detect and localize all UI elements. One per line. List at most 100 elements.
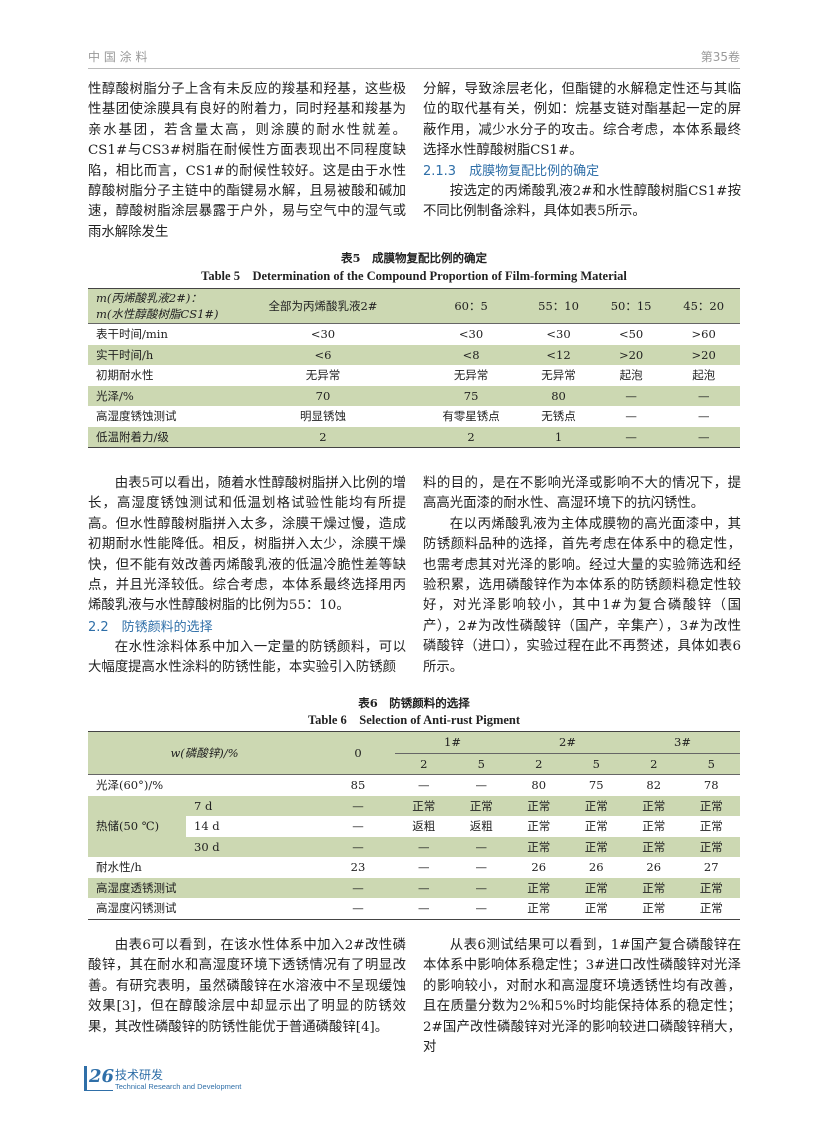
table-cell: 80 — [531, 778, 547, 793]
table-cell: 表干时间/min — [96, 327, 168, 342]
paragraph: 由表6可以看到，在该水性体系中加入2#改性磷酸锌，其在耐水和高湿度环境下透锈情况… — [88, 938, 406, 1035]
table-cell: 正常 — [682, 836, 740, 857]
table-cell: — — [395, 877, 453, 898]
table-cell: 正常 — [699, 819, 723, 834]
page-box — [84, 1066, 113, 1091]
table-cell: 5 — [682, 753, 740, 775]
table-cell: 2 — [395, 753, 453, 775]
table-cell: 2 — [419, 426, 523, 448]
table-cell: 正常 — [510, 795, 568, 816]
table-row: 高湿度透锈测试 — — — 正常 正常 正常 正常 — [88, 877, 740, 898]
table-cell: 正常 — [510, 836, 568, 857]
table-cell: — — [452, 836, 510, 857]
table-cell: 75 — [419, 385, 523, 406]
table-cell: 高湿度闪锈测试 — [96, 901, 177, 916]
table-cell: — — [625, 409, 637, 424]
paragraph: 按选定的丙烯酸乳液2#和水性醇酸树脂CS1#按不同比例制备涂料，具体如表5所示。 — [423, 184, 741, 220]
heading: 2.1.3 成膜物复配比例的确定 — [423, 163, 600, 179]
table-row: 光泽(60°)/% 85 — — 80 75 82 78 — [88, 775, 740, 796]
table-cell: 正常 — [567, 795, 625, 816]
table-cell: 26 — [588, 860, 604, 875]
table-cell: 起泡 — [692, 368, 716, 383]
table-cell: 1# — [395, 731, 510, 754]
journal: 中 国 涂 料 — [88, 50, 148, 64]
paragraph: 性醇酸树脂分子上含有未反应的羧基和羟基，这些极性基团使涂膜具有良好的附着力，同时… — [88, 82, 406, 240]
caption: 表5 成膜物复配比例的确定 — [340, 251, 487, 265]
table-cell: 85 — [350, 778, 366, 793]
table-cell: 无异常 — [541, 368, 576, 383]
table-row: 表干时间/min <30 <30 <30 <50 >60 — [88, 324, 740, 345]
table-cell: 正常 — [625, 877, 683, 898]
table-cell: 70 — [226, 385, 420, 406]
table-cell: 正常 — [682, 795, 740, 816]
paragraph: 料的目的，是在不影响光泽或影响不大的情况下，提高高光面漆的耐水性、高湿环境下的抗… — [423, 476, 741, 512]
table-cell: — — [667, 385, 740, 406]
table-cell: 5 — [567, 753, 625, 775]
table-cell: <6 — [226, 344, 420, 365]
table-cell: m(丙烯酸乳液2#)：m(水性醇酸树脂CS1#) — [88, 288, 226, 324]
paragraph: 在水性涂料体系中加入一定量的防锈颜料，可以大幅度提高水性涂料的防锈性能，本实验引… — [88, 640, 406, 676]
table-cell: 低温附着力/级 — [88, 426, 226, 448]
table-cell: 正常 — [682, 877, 740, 898]
table-cell: 正常 — [452, 795, 510, 816]
table-cell: 75 — [588, 778, 604, 793]
table-cell: 无异常 — [305, 368, 341, 383]
table-cell: — — [352, 901, 364, 916]
table-cell: 正常 — [625, 795, 683, 816]
table-cell: 26 — [531, 860, 547, 875]
table-cell: 起泡 — [619, 368, 643, 383]
table-cell: 高湿度锈蚀测试 — [96, 409, 177, 424]
heading: 2.2 防锈颜料的选择 — [88, 620, 213, 635]
table-row: 实干时间/h <6 <8 <12 >20 >20 — [88, 344, 740, 365]
table-cell: 30 d — [186, 836, 321, 857]
table-cell: w(磷酸锌)/% — [88, 731, 321, 775]
table-cell: 正常 — [584, 901, 608, 916]
table-cell: 正常 — [625, 836, 683, 857]
table-cell: 5 — [452, 753, 510, 775]
table-cell: 正常 — [642, 819, 666, 834]
table-cell: 耐水性/h — [96, 860, 142, 875]
table-cell: 正常 — [699, 901, 723, 916]
table-cell: — — [594, 385, 668, 406]
table-cell: — — [452, 877, 510, 898]
table-cell: 2 — [625, 753, 683, 775]
column: 分解，导致涂层老化，但酯键的水解稳定性还与其临位的取代基有关，例如：烷基支链对酯… — [423, 80, 741, 223]
table-cell: 78 — [703, 778, 719, 793]
table-cell: >60 — [691, 327, 716, 342]
table-cell: 正常 — [395, 795, 453, 816]
table-cell: 45：20 — [667, 288, 740, 324]
table-cell: 光泽/% — [88, 385, 226, 406]
header-rule — [88, 68, 740, 69]
table-cell: 26 — [646, 860, 662, 875]
table-cell: <30 — [310, 327, 336, 342]
table-cell: 14 d — [194, 819, 220, 834]
table-cell: 60：5 — [419, 288, 523, 324]
paragraph: 在以丙烯酸乳液为主体成膜物的高光面漆中，其防锈颜料品种的选择，首先考虑在体系中的… — [423, 516, 741, 675]
table: m(丙烯酸乳液2#)：m(水性醇酸树脂CS1#) 全部为丙烯酸乳液2# 60：5 55… — [88, 288, 740, 448]
table-cell: >20 — [594, 344, 668, 365]
table-cell: — — [594, 426, 668, 448]
table-cell: 无锈点 — [541, 409, 576, 424]
section: 技术研发 — [115, 1068, 164, 1082]
table-cell: 80 — [522, 385, 595, 406]
table-cell: 27 — [703, 860, 719, 875]
table-cell: — — [418, 778, 430, 793]
table-cell: 返粗 — [412, 819, 436, 834]
table-cell: 7 d — [186, 795, 321, 816]
table-row: 耐水性/h 23 — — 26 26 26 27 — [88, 857, 740, 878]
table-row: 高湿度锈蚀测试 明显锈蚀 有零星锈点 无锈点 — — — [88, 406, 740, 427]
table-cell: 2 — [510, 753, 568, 775]
table-row: w(磷酸锌)/% 0 1# 2# 3# — [88, 731, 740, 775]
table-cell: — — [321, 836, 395, 857]
table-cell: 正常 — [527, 901, 551, 916]
table-cell: 2# — [510, 731, 625, 754]
table-cell: 光泽(60°)/% — [96, 778, 164, 793]
table-cell: 无异常 — [453, 368, 489, 383]
table-cell: 返粗 — [469, 819, 493, 834]
table-cell: 1 — [522, 426, 595, 448]
table-cell: <12 — [522, 344, 595, 365]
table-cell: 正常 — [567, 877, 625, 898]
table-cell: 正常 — [584, 819, 608, 834]
